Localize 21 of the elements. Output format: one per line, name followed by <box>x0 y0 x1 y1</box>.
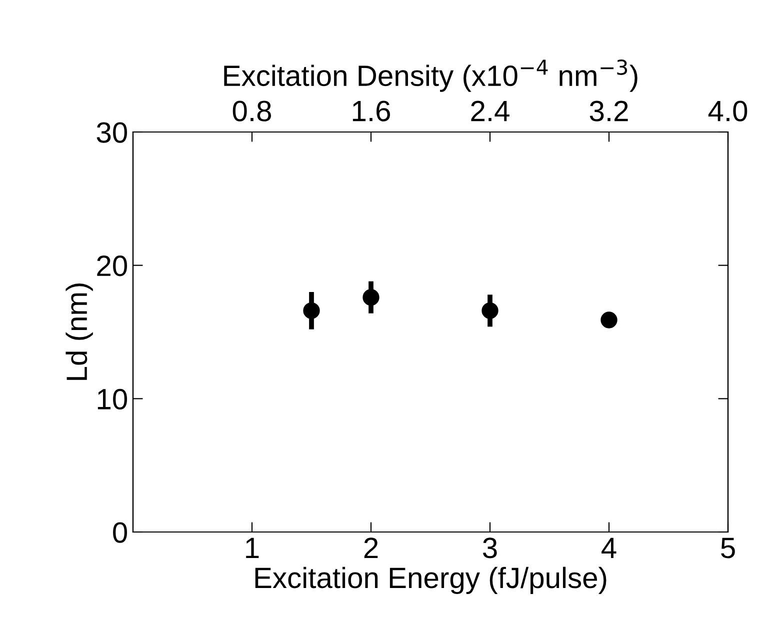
x-tick-label: 5 <box>721 538 735 558</box>
x2-axis-title: Excitation Density (x10$^{−4}$ nm$^{−3}$) <box>224 60 638 92</box>
x-axis-title: Excitation Energy (fJ/pulse) <box>255 566 606 594</box>
x2-tick-label: 2.4 <box>471 100 510 122</box>
point <box>362 289 380 306</box>
x2-tick-label: 1.6 <box>352 100 390 122</box>
x2-tick-label: 0.8 <box>232 100 272 122</box>
x2-tick-label: 4.0 <box>708 100 748 122</box>
point <box>482 302 498 319</box>
point <box>600 312 618 328</box>
x-tick-label: 3 <box>483 538 497 558</box>
x2-tick-label: 3.2 <box>590 100 628 122</box>
y-tick-label: 10 <box>98 388 127 410</box>
x-tick-label: 1 <box>246 538 259 558</box>
y-axis-title: Ld (nm) <box>66 284 93 380</box>
x-tick-label: 2 <box>364 538 378 558</box>
x-tick-label: 4 <box>602 538 616 558</box>
y-tick-label: 30 <box>96 122 127 143</box>
y-tick-label: 0 <box>113 522 127 543</box>
y-tick-label: 20 <box>97 256 127 276</box>
point <box>303 302 320 319</box>
